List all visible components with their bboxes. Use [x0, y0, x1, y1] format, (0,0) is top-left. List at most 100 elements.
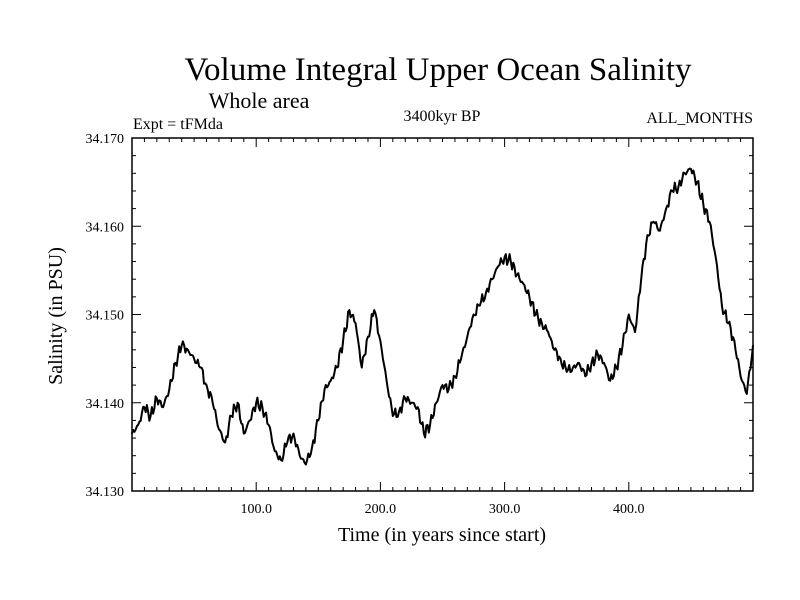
data-point — [472, 313, 475, 316]
data-point — [597, 353, 599, 356]
experiment-label: Expt = tFMda — [133, 116, 223, 133]
data-point — [621, 344, 624, 347]
data-point — [584, 375, 587, 378]
months-label: ALL_MONTHS — [646, 110, 753, 127]
data-point — [342, 340, 344, 342]
data-point — [162, 406, 164, 409]
data-point — [392, 415, 394, 417]
y-axis-ticks: 34.130 34.140 34.150 34.160 34.170 — [86, 132, 753, 500]
data-point — [187, 349, 189, 351]
data-point — [454, 375, 456, 378]
data-point — [323, 388, 326, 391]
data-point — [435, 402, 438, 404]
data-point — [497, 265, 500, 267]
data-point — [249, 419, 251, 422]
data-point — [429, 424, 431, 426]
data-point — [559, 357, 562, 360]
data-point — [516, 274, 518, 276]
data-point — [193, 357, 195, 360]
data-point — [379, 340, 382, 342]
data-point — [149, 415, 152, 417]
data-point — [665, 207, 667, 210]
data-point — [336, 366, 338, 369]
data-point — [274, 450, 276, 453]
data-point — [460, 357, 462, 360]
data-point — [143, 406, 146, 409]
data-point — [348, 309, 351, 311]
data-point — [441, 384, 444, 386]
data-point — [696, 181, 698, 183]
data-point — [522, 282, 524, 285]
data-point — [292, 432, 295, 435]
series-group — [131, 167, 754, 466]
data-point — [199, 366, 202, 369]
chart-title: Volume Integral Upper Ocean Salinity — [184, 52, 692, 88]
data-point — [261, 406, 264, 409]
data-point — [671, 190, 674, 192]
chart-subtitle: Whole area — [209, 88, 310, 113]
data-point — [174, 362, 177, 364]
data-point — [137, 424, 139, 426]
data-point — [298, 454, 301, 457]
data-point — [230, 415, 233, 417]
data-point — [491, 278, 494, 281]
data-point — [528, 296, 531, 298]
data-point — [168, 388, 171, 391]
y-tick-label: 34.170 — [86, 132, 125, 147]
plot-frame — [131, 137, 754, 492]
data-point — [224, 441, 226, 444]
data-point — [534, 313, 537, 316]
x-axis-label: Time (in years since start) — [338, 524, 546, 546]
data-point — [311, 446, 313, 448]
data-point — [578, 362, 580, 364]
data-point — [354, 322, 357, 325]
data-point — [423, 432, 425, 435]
data-point — [590, 362, 593, 364]
data-point — [398, 410, 400, 413]
x-axis-ticks: 100.0 200.0 300.0 400.0 — [143, 138, 742, 517]
period-label: 3400kyr BP — [404, 108, 481, 125]
data-point — [640, 278, 642, 281]
data-point — [677, 185, 680, 188]
data-point — [634, 331, 636, 333]
data-point — [628, 313, 630, 316]
data-point — [547, 331, 549, 333]
data-point — [211, 402, 214, 404]
data-point — [385, 379, 388, 382]
data-point — [156, 397, 158, 400]
data-point — [410, 402, 413, 404]
y-tick-label: 34.140 — [86, 397, 125, 412]
data-point — [416, 406, 419, 409]
data-point — [205, 384, 208, 386]
y-tick-label: 34.160 — [86, 220, 125, 235]
data-point — [466, 335, 469, 338]
data-point — [243, 432, 245, 435]
data-point — [659, 229, 661, 232]
data-point — [180, 344, 183, 347]
data-point — [218, 428, 220, 431]
data-point — [702, 203, 705, 205]
data-point — [708, 221, 711, 223]
data-point — [280, 459, 282, 461]
data-point — [236, 402, 239, 404]
y-axis-label: Salinity (in PSU) — [45, 247, 67, 385]
x-tick-label: 200.0 — [365, 502, 397, 517]
data-point — [727, 322, 729, 325]
data-point — [733, 340, 736, 342]
x-tick-label: 400.0 — [613, 502, 645, 517]
data-point — [739, 375, 742, 378]
data-point — [317, 419, 320, 422]
data-point — [255, 402, 257, 404]
data-point — [721, 304, 723, 307]
data-point — [572, 366, 574, 369]
data-point — [553, 349, 556, 351]
data-point — [503, 256, 506, 258]
data-point — [305, 463, 307, 466]
data-point — [286, 441, 289, 444]
data-point — [541, 322, 543, 325]
salinity-line — [131, 167, 754, 466]
data-point — [609, 379, 611, 382]
data-point — [510, 260, 512, 263]
data-point — [690, 168, 692, 170]
